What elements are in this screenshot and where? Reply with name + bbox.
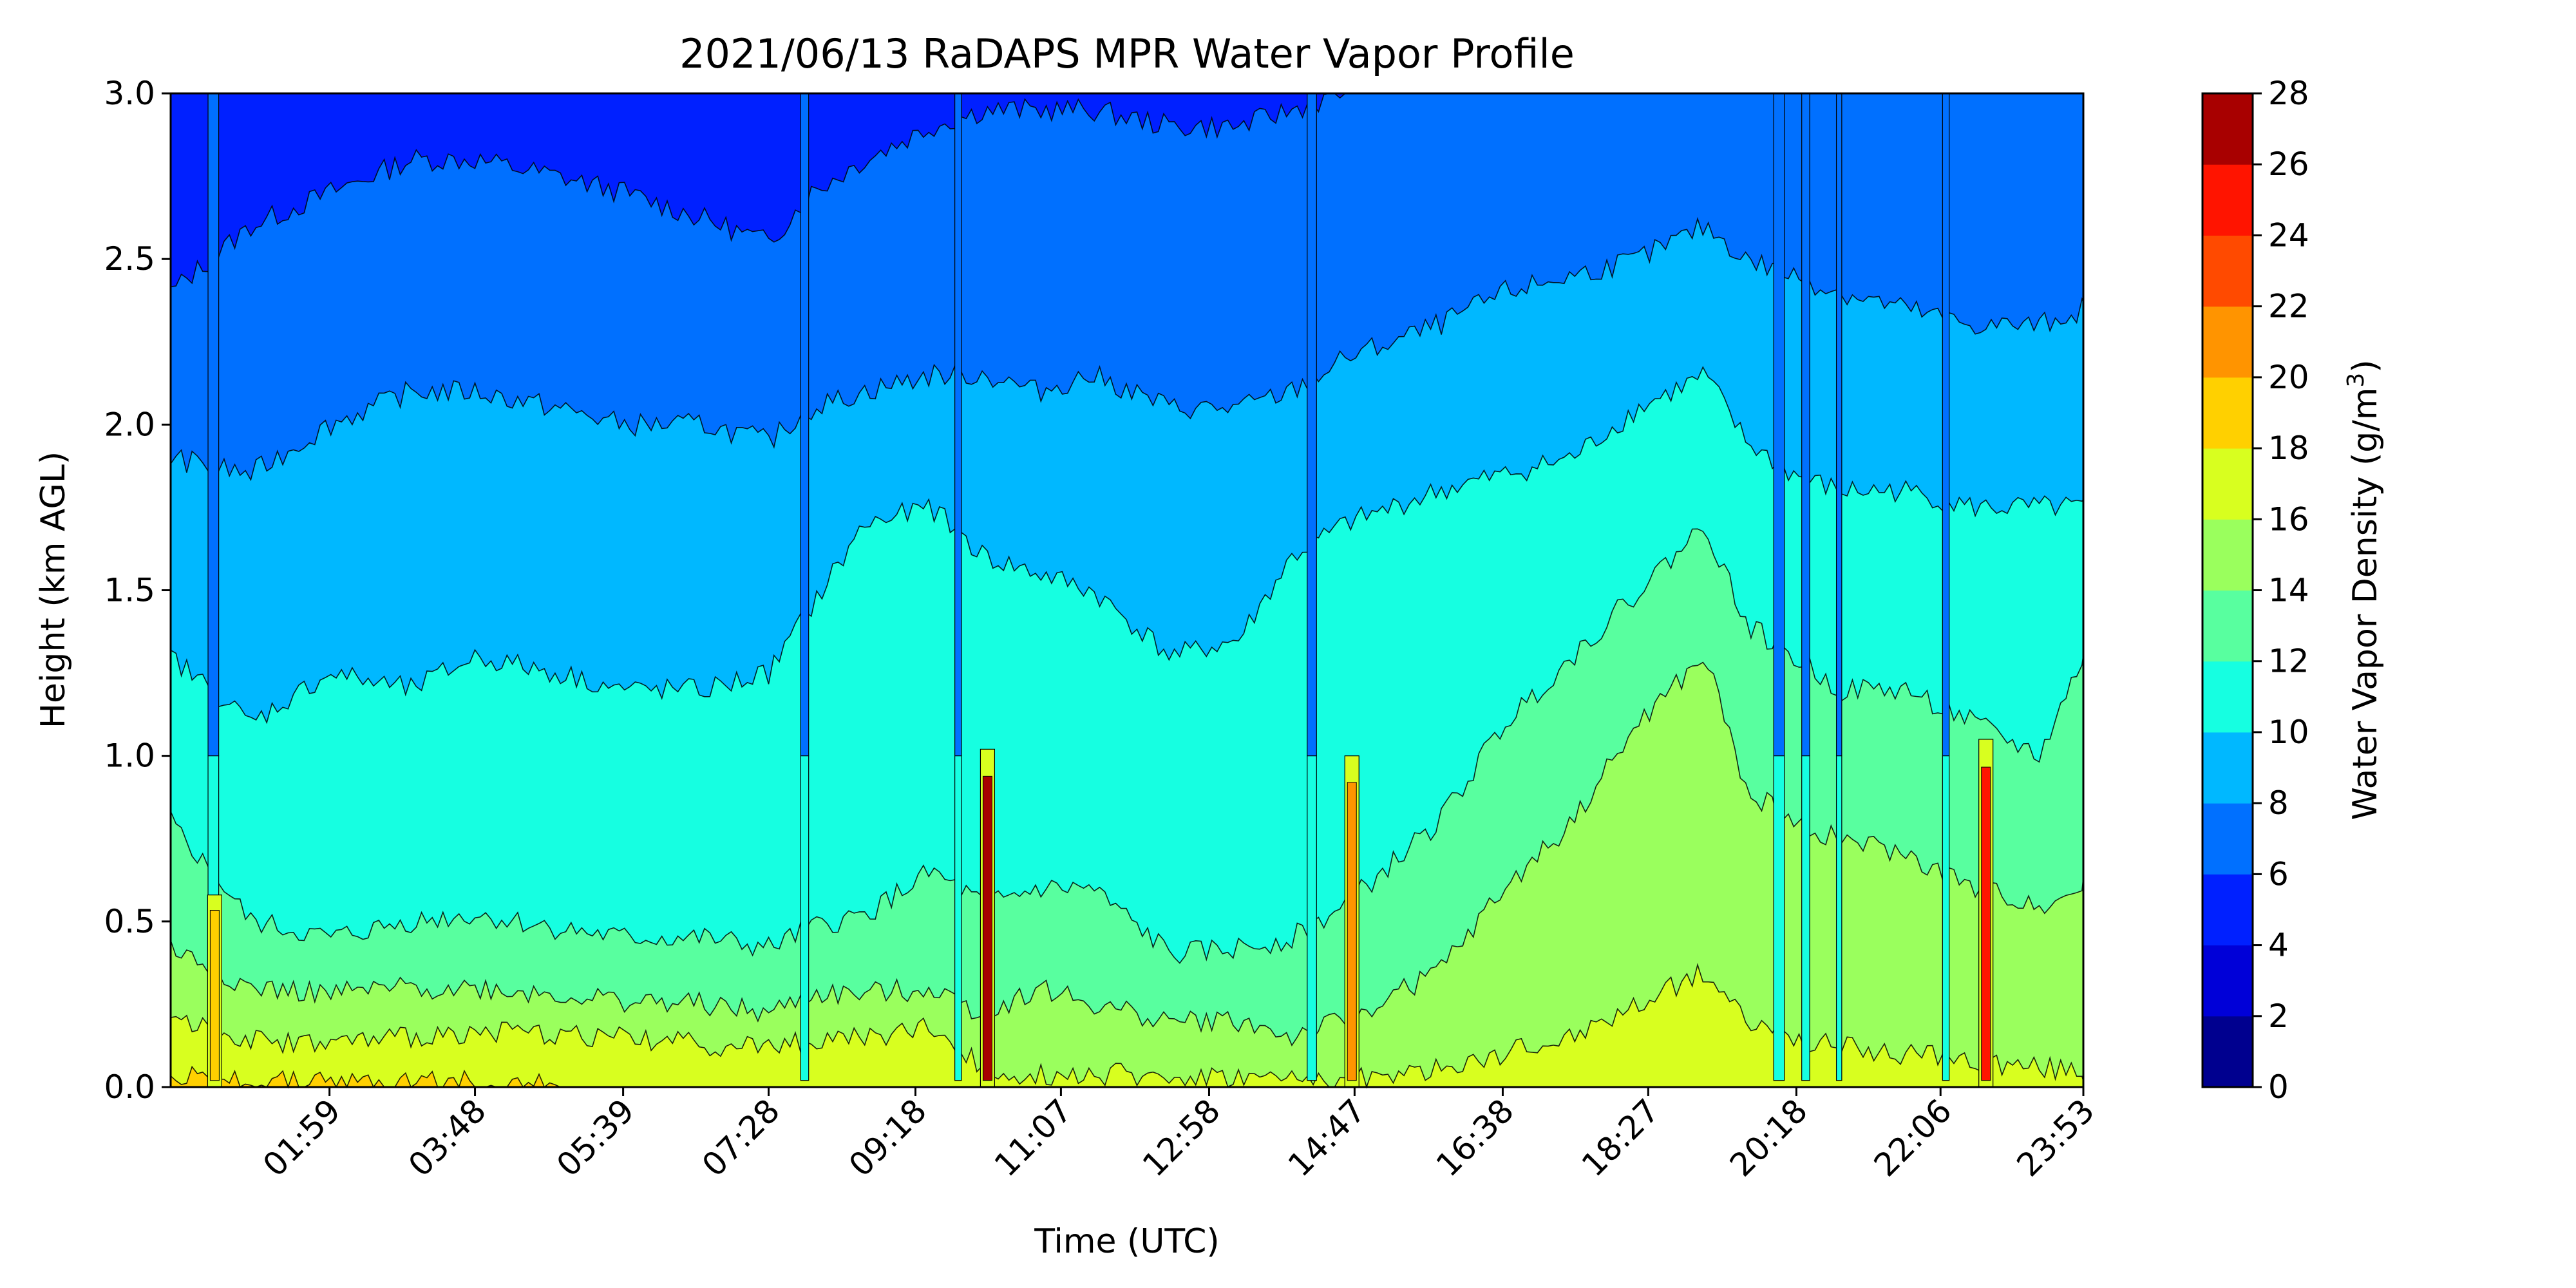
colorbar-tick-label-3: 6: [2268, 855, 2289, 893]
colorbar-label-suffix: ): [2346, 359, 2385, 372]
dry-column-3-lower: [1307, 755, 1317, 1081]
colorbar-tick-label-13: 26: [2268, 146, 2309, 183]
colorbar-tick-label-2: 4: [2268, 927, 2289, 964]
colorbar-tick-label-4: 8: [2268, 784, 2289, 822]
colorbar-tick-label-7: 14: [2268, 572, 2309, 609]
colorbar-band-0: [2202, 1016, 2253, 1088]
contour-line-16: [170, 963, 2084, 1089]
y-tick-label-5: 2.5: [104, 240, 155, 278]
dry-column-4-lower: [1773, 755, 1785, 1081]
colorbar-band-4: [2202, 874, 2253, 946]
dry-column-5-upper: [1801, 93, 1810, 757]
y-tick-label-1: 0.5: [104, 903, 155, 940]
y-tick-label-0: 0.0: [104, 1068, 155, 1106]
colorbar-label: Water Vapor Density (g/m3): [2343, 359, 2385, 820]
x-tick-label-7: 14:47: [1281, 1092, 1373, 1184]
contour-fills: [171, 93, 2083, 1088]
contour-line-14: [170, 661, 2084, 1046]
dry-column-7-lower: [1942, 755, 1950, 1081]
colorbar-band-14: [2202, 519, 2253, 591]
colorbar-band-26: [2202, 93, 2253, 165]
colorbar-band-22: [2202, 235, 2253, 307]
colorbar-tick-label-0: 0: [2268, 1068, 2289, 1106]
x-tick-label-10: 20:18: [1723, 1092, 1815, 1184]
dry-column-3-upper: [1307, 93, 1317, 757]
x-axis: 01:59 03:48 05:39 07:28 09:18 11:07 12:58 14:47…: [256, 1087, 2101, 1184]
spike-0-core: [209, 910, 220, 1081]
plot-area: [169, 92, 2085, 1089]
colorbar-band-12: [2202, 590, 2253, 662]
anomaly-columns: [207, 93, 1994, 1088]
colorbar-tick-label-12: 24: [2268, 216, 2309, 254]
contour-band-16: [171, 965, 2083, 1087]
y-axis-label: Height (km AGL): [34, 451, 73, 728]
dry-column-2-upper: [954, 93, 962, 757]
dry-column-5-lower: [1801, 755, 1810, 1081]
x-tick-label-2: 05:39: [549, 1092, 641, 1184]
x-tick-label-12: 23:53: [2010, 1092, 2102, 1184]
dry-column-6-upper: [1835, 93, 1842, 757]
y-axis: 0.0 0.5 1.0 1.5 2.0 2.5 3.0: [104, 75, 171, 1106]
dry-column-0-upper: [207, 93, 220, 757]
colorbar-tick-label-11: 22: [2268, 288, 2309, 325]
colorbar-band-10: [2202, 661, 2253, 733]
y-tick-label-3: 1.5: [104, 572, 155, 609]
x-tick-label-11: 22:06: [1867, 1092, 1959, 1184]
colorbar-tick-label-9: 18: [2268, 430, 2309, 467]
colorbar-bands: [2202, 93, 2253, 1088]
colorbar-band-6: [2202, 803, 2253, 875]
colorbar-band-2: [2202, 945, 2253, 1017]
colorbar-tick-label-14: 28: [2268, 75, 2309, 112]
colorbar-tick-label-8: 16: [2268, 500, 2309, 538]
dry-column-7-upper: [1942, 93, 1950, 757]
x-axis-label: Time (UTC): [1034, 1222, 1219, 1261]
y-tick-label-4: 2.0: [104, 406, 155, 443]
colorbar-band-20: [2202, 306, 2253, 378]
colorbar-band-24: [2202, 164, 2253, 236]
x-tick-label-1: 03:48: [401, 1092, 493, 1184]
colorbar-band-8: [2202, 732, 2253, 804]
y-tick-label-6: 3.0: [104, 75, 155, 112]
x-tick-label-0: 01:59: [256, 1092, 348, 1184]
contour-line-12: [170, 528, 2084, 964]
chart-title: 2021/06/13 RaDAPS MPR Water Vapor Profil…: [679, 30, 1575, 77]
x-tick-label-8: 16:38: [1429, 1092, 1521, 1184]
colorbar-tick-label-1: 2: [2268, 998, 2289, 1035]
colorbar-band-18: [2202, 377, 2253, 449]
spike-3-core: [1981, 766, 1991, 1081]
colorbar-tick-label-10: 20: [2268, 359, 2309, 396]
dry-column-1-upper: [800, 93, 810, 757]
x-tick-label-9: 18:27: [1575, 1092, 1667, 1184]
x-tick-label-6: 12:58: [1135, 1092, 1227, 1184]
y-tick-label-2: 1.0: [104, 737, 155, 775]
contour-line-8: [170, 216, 2084, 482]
dry-column-4-upper: [1773, 93, 1785, 757]
dry-column-1-lower: [800, 755, 810, 1081]
dry-column-6-lower: [1835, 755, 1842, 1081]
colorbar-tick-label-6: 12: [2268, 643, 2309, 680]
colorbar-label-main: Water Vapor Density (g/m: [2346, 388, 2385, 820]
dry-column-2-lower: [954, 755, 962, 1081]
colorbar-tick-label-5: 10: [2268, 714, 2309, 751]
x-tick-label-5: 11:07: [987, 1092, 1079, 1184]
x-tick-label-4: 09:18: [842, 1092, 934, 1184]
contour-line-10: [170, 366, 2084, 724]
spike-1-core: [982, 775, 992, 1081]
x-tick-label-3: 07:28: [695, 1092, 787, 1184]
colorbar-band-16: [2202, 448, 2253, 520]
spike-2-core: [1347, 782, 1357, 1081]
colorbar-label-sup: 3: [2343, 373, 2369, 388]
contour-band-18: [171, 1066, 2083, 1087]
contour-band-14: [171, 662, 2083, 1087]
